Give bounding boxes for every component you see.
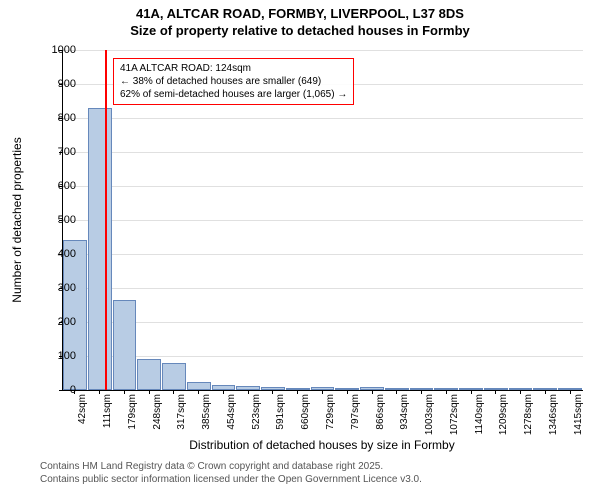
xtick-mark <box>396 390 397 394</box>
plot-area: 41A ALTCAR ROAD: 124sqm← 38% of detached… <box>62 50 583 391</box>
xtick-mark <box>570 390 571 394</box>
chart-container: 41A, ALTCAR ROAD, FORMBY, LIVERPOOL, L37… <box>0 0 600 500</box>
xtick-mark <box>74 390 75 394</box>
xtick-mark <box>198 390 199 394</box>
ytick-label: 900 <box>58 78 76 90</box>
ytick-label: 100 <box>58 350 76 362</box>
ytick-label: 600 <box>58 180 76 192</box>
xtick-label: 1072sqm <box>449 394 460 439</box>
xtick-mark <box>248 390 249 394</box>
x-axis-label: Distribution of detached houses by size … <box>62 438 582 452</box>
gridline <box>63 50 583 51</box>
ytick-mark <box>59 390 63 391</box>
xtick-mark <box>149 390 150 394</box>
xtick-mark <box>446 390 447 394</box>
gridline <box>63 220 583 221</box>
xtick-mark <box>421 390 422 394</box>
xtick-label: 660sqm <box>300 394 311 439</box>
ytick-label: 400 <box>58 248 76 260</box>
ytick-label: 300 <box>58 282 76 294</box>
ytick-label: 800 <box>58 112 76 124</box>
xtick-label: 934sqm <box>399 394 410 439</box>
gridline <box>63 118 583 119</box>
xtick-mark <box>471 390 472 394</box>
ytick-label: 700 <box>58 146 76 158</box>
xtick-mark <box>322 390 323 394</box>
xtick-label: 385sqm <box>201 394 212 439</box>
gridline <box>63 356 583 357</box>
chart-title-line1: 41A, ALTCAR ROAD, FORMBY, LIVERPOOL, L37… <box>0 0 600 23</box>
xtick-label: 248sqm <box>152 394 163 439</box>
xtick-mark <box>520 390 521 394</box>
histogram-bar <box>137 359 161 390</box>
chart-title-line2: Size of property relative to detached ho… <box>0 23 600 42</box>
annotation-line1: 41A ALTCAR ROAD: 124sqm <box>120 62 347 75</box>
xtick-label: 523sqm <box>251 394 262 439</box>
xtick-label: 1140sqm <box>474 394 485 439</box>
annotation-box: 41A ALTCAR ROAD: 124sqm← 38% of detached… <box>113 58 354 105</box>
gridline <box>63 254 583 255</box>
xtick-mark <box>545 390 546 394</box>
ytick-label: 500 <box>58 214 76 226</box>
xtick-mark <box>495 390 496 394</box>
xtick-label: 1415sqm <box>573 394 584 439</box>
xtick-label: 729sqm <box>325 394 336 439</box>
xtick-mark <box>173 390 174 394</box>
xtick-mark <box>297 390 298 394</box>
xtick-label: 1003sqm <box>424 394 435 439</box>
annotation-line2: ← 38% of detached houses are smaller (64… <box>120 75 347 88</box>
xtick-label: 42sqm <box>77 394 88 439</box>
xtick-label: 179sqm <box>127 394 138 439</box>
xtick-mark <box>223 390 224 394</box>
xtick-label: 454sqm <box>226 394 237 439</box>
xtick-mark <box>124 390 125 394</box>
footer-line1: Contains HM Land Registry data © Crown c… <box>40 460 422 473</box>
xtick-mark <box>372 390 373 394</box>
xtick-label: 1346sqm <box>548 394 559 439</box>
histogram-bar <box>162 363 186 390</box>
footer-line2: Contains public sector information licen… <box>40 473 422 486</box>
histogram-bar <box>88 108 112 390</box>
ytick-label: 200 <box>58 316 76 328</box>
xtick-label: 591sqm <box>275 394 286 439</box>
xtick-label: 1278sqm <box>523 394 534 439</box>
xtick-label: 797sqm <box>350 394 361 439</box>
xtick-label: 111sqm <box>102 394 113 439</box>
annotation-line3: 62% of semi-detached houses are larger (… <box>120 88 347 101</box>
property-marker-line <box>105 50 107 390</box>
histogram-bar <box>113 300 137 390</box>
gridline <box>63 186 583 187</box>
xtick-mark <box>99 390 100 394</box>
gridline <box>63 322 583 323</box>
footer-attribution: Contains HM Land Registry data © Crown c… <box>40 460 422 486</box>
histogram-bar <box>187 382 211 391</box>
xtick-label: 317sqm <box>176 394 187 439</box>
gridline <box>63 152 583 153</box>
xtick-mark <box>272 390 273 394</box>
xtick-label: 1209sqm <box>498 394 509 439</box>
y-axis-label: Number of detached properties <box>10 137 24 302</box>
gridline <box>63 288 583 289</box>
ytick-label: 1000 <box>52 44 76 56</box>
xtick-label: 866sqm <box>375 394 386 439</box>
xtick-mark <box>347 390 348 394</box>
